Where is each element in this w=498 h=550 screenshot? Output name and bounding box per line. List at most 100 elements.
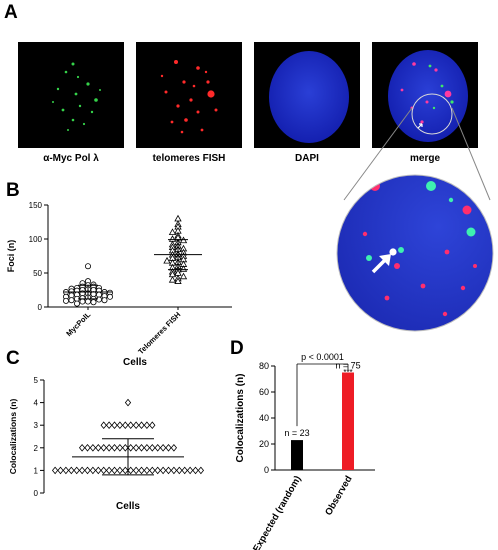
label-telomeres-fish: telomeres FISH xyxy=(152,153,226,164)
c-point xyxy=(95,466,102,475)
c-x-label: Cells xyxy=(116,501,140,512)
c-point xyxy=(122,443,129,452)
c-point xyxy=(192,466,199,475)
micrograph-red xyxy=(136,42,242,148)
panel-b-letter: B xyxy=(6,180,20,201)
c-point xyxy=(132,443,140,452)
c-point xyxy=(149,421,156,430)
b-point-telomere xyxy=(174,214,182,222)
c-point xyxy=(100,443,107,452)
micrograph-dapi xyxy=(254,42,360,148)
c-point xyxy=(122,466,129,475)
panel-c-letter: C xyxy=(6,348,20,369)
c-point xyxy=(186,466,194,475)
c-point xyxy=(78,443,86,452)
c-point xyxy=(84,443,91,452)
label-dapi: DAPI xyxy=(295,153,319,164)
c-point xyxy=(116,466,124,475)
d-y-tick-label: 40 xyxy=(259,413,269,423)
c-point xyxy=(111,443,118,452)
c-point xyxy=(105,443,113,452)
c-point xyxy=(111,421,118,430)
c-y-tick-label: 5 xyxy=(34,376,39,385)
c-point xyxy=(138,466,145,475)
c-y-tick-label: 1 xyxy=(34,466,39,475)
c-point xyxy=(138,443,145,452)
d-y-tick-label: 80 xyxy=(259,361,269,371)
b-point-myc xyxy=(79,298,86,305)
c-point xyxy=(89,443,97,452)
c-point xyxy=(143,421,151,430)
panel-a-letter: A xyxy=(4,2,18,23)
panel-c-chart: 0 1 2 3 4 5 Colocalizations (n) Cells xyxy=(8,376,205,512)
panel-d-chart: 0 20 40 60 80 Colocalizations (n) n = 23 Expect… xyxy=(235,352,375,550)
c-point xyxy=(138,421,145,430)
c-y-tick-label: 2 xyxy=(34,444,39,453)
b-point-telomere xyxy=(168,235,177,242)
b-point-myc xyxy=(74,300,81,307)
c-y-tick-label: 0 xyxy=(34,489,39,498)
d-x-tick-label: Observed xyxy=(323,474,355,518)
d-y-tick-label: 60 xyxy=(259,387,269,397)
b-point-myc xyxy=(90,299,97,306)
d-sig-stars: *** xyxy=(343,368,352,377)
c-point xyxy=(165,466,172,475)
c-point xyxy=(149,466,156,475)
c-point xyxy=(149,443,156,452)
b-x-tick-label: Telomeres FISH xyxy=(136,310,182,356)
c-point xyxy=(62,466,70,475)
d-bar xyxy=(291,440,303,470)
c-point xyxy=(111,466,118,475)
c-point xyxy=(181,466,188,475)
b-point-myc xyxy=(68,297,75,304)
c-point xyxy=(176,466,183,475)
d-x-tick-label: Expected (random) xyxy=(251,474,304,550)
c-point xyxy=(95,443,102,452)
c-point xyxy=(100,466,107,475)
c-point xyxy=(132,421,140,430)
d-y-tick-label: 20 xyxy=(259,439,269,449)
label-merge: merge xyxy=(409,153,440,164)
c-y-tick-label: 3 xyxy=(34,421,39,430)
b-point-myc xyxy=(85,298,92,305)
b-point-telomere xyxy=(168,228,177,235)
c-point xyxy=(154,466,161,475)
c-point xyxy=(89,466,97,475)
b-y-tick-label: 150 xyxy=(29,201,43,210)
panel-b-chart: 0 50 100 150 Foci (n) MycPolL Telomeres FISHCe… xyxy=(6,201,232,365)
b-y-label: Foci (n) xyxy=(6,240,16,273)
c-point xyxy=(127,443,134,452)
b-point-telomere xyxy=(174,277,182,284)
c-point xyxy=(127,421,134,430)
c-y-tick-label: 4 xyxy=(34,399,39,408)
c-point xyxy=(84,466,91,475)
d-bar-label: n = 23 xyxy=(284,428,309,438)
label-myc-pol: α-Myc Pol λ xyxy=(43,153,99,164)
c-point xyxy=(122,421,129,430)
d-y-label: Colocalizations (n) xyxy=(235,374,246,463)
c-point xyxy=(124,398,132,407)
b-x-tick-label: MycPolL xyxy=(64,310,92,338)
b-point-myc xyxy=(101,297,108,304)
b-point-telomere xyxy=(163,256,171,264)
c-point xyxy=(78,466,86,475)
c-point xyxy=(127,466,134,475)
c-point xyxy=(68,466,75,475)
c-point xyxy=(116,443,124,452)
c-point xyxy=(143,443,151,452)
micrograph-merge xyxy=(372,42,478,148)
c-point xyxy=(197,466,205,475)
b-point-myc xyxy=(96,296,103,303)
b-y-tick-label: 50 xyxy=(33,269,42,278)
d-bar xyxy=(342,372,354,470)
b-point-myc xyxy=(107,293,114,300)
b-point-myc xyxy=(85,263,92,270)
c-point xyxy=(73,466,80,475)
c-point xyxy=(159,443,167,452)
c-point xyxy=(159,466,167,475)
b-point-telomere xyxy=(179,272,188,280)
c-point xyxy=(170,466,178,475)
c-point xyxy=(132,466,140,475)
b-point-myc xyxy=(63,297,70,304)
c-point xyxy=(51,466,59,475)
